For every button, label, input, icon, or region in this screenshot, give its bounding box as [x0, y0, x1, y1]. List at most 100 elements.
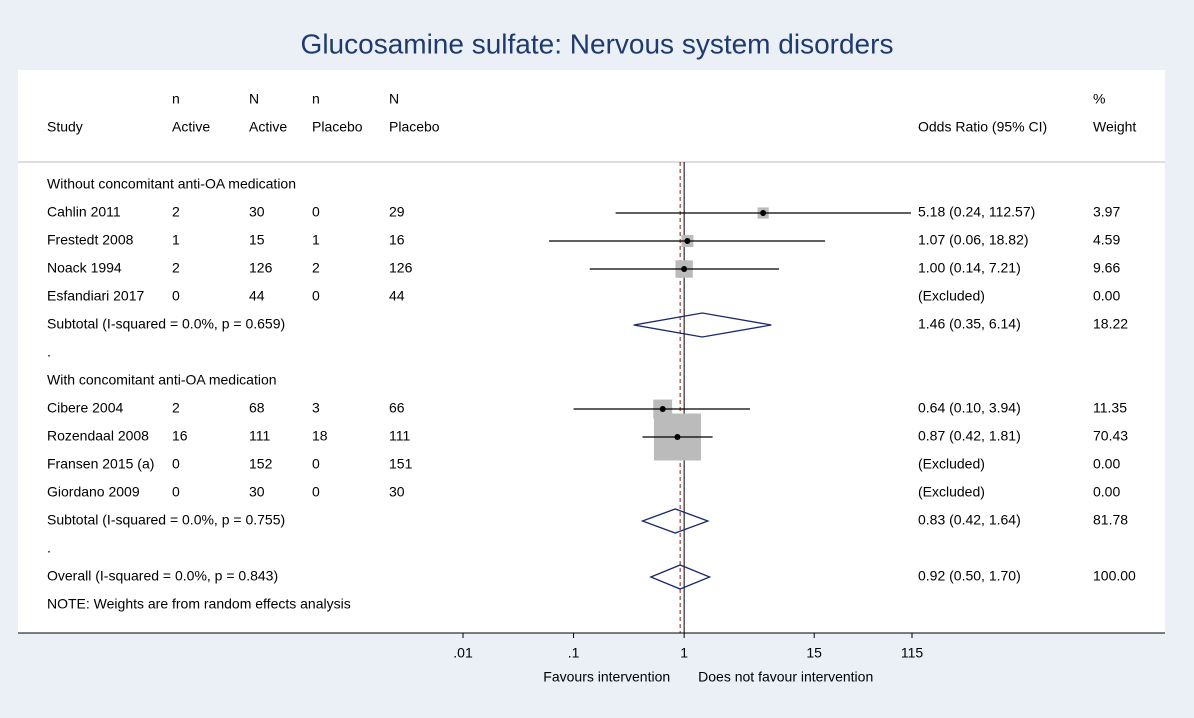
point-estimate — [684, 238, 691, 244]
count-cell: 30 — [249, 484, 265, 500]
count-cell: 16 — [389, 232, 405, 248]
column-header: N — [249, 91, 259, 107]
count-cell: 16 — [172, 428, 188, 444]
count-cell: 44 — [249, 288, 265, 304]
point-estimate — [659, 406, 666, 412]
ci-label: 1.00 (0.14, 7.21) — [918, 260, 1021, 276]
column-header: Study — [47, 119, 83, 135]
ci-label: 1.46 (0.35, 6.14) — [918, 316, 1021, 332]
weight-label: 9.66 — [1093, 260, 1120, 276]
ci-label: (Excluded) — [918, 288, 985, 304]
row-label: Esfandiari 2017 — [47, 288, 145, 304]
column-header: n — [172, 91, 180, 107]
weight-label: 70.43 — [1093, 428, 1128, 444]
weight-label: 4.59 — [1093, 232, 1120, 248]
count-cell: 111 — [249, 428, 270, 444]
ci-label: 1.07 (0.06, 18.82) — [918, 232, 1029, 248]
ci-label: (Excluded) — [918, 484, 985, 500]
row-label: With concomitant anti-OA medication — [47, 372, 277, 388]
x-tick-label: .1 — [568, 645, 580, 661]
column-header: Placebo — [389, 119, 440, 135]
count-cell: 30 — [249, 204, 265, 220]
count-cell: 15 — [249, 232, 265, 248]
weight-label: 81.78 — [1093, 512, 1128, 528]
x-tick-label: 1 — [680, 645, 688, 661]
ci-label: 0.64 (0.10, 3.94) — [918, 400, 1021, 416]
count-cell: 0 — [312, 288, 320, 304]
ci-label: 0.92 (0.50, 1.70) — [918, 568, 1021, 584]
x-tick-label: 15 — [806, 645, 822, 661]
row-label: Overall (I-squared = 0.0%, p = 0.843) — [47, 568, 278, 584]
column-header: Active — [172, 119, 210, 135]
weight-label: 0.00 — [1093, 288, 1120, 304]
row-label: . — [47, 344, 51, 360]
ci-label: 0.87 (0.42, 1.81) — [918, 428, 1021, 444]
count-cell: 18 — [312, 428, 328, 444]
count-cell: 152 — [249, 456, 273, 472]
count-cell: 111 — [389, 428, 410, 444]
row-label: Frestedt 2008 — [47, 232, 134, 248]
column-header: Active — [249, 119, 287, 135]
count-cell: 1 — [172, 232, 180, 248]
weight-label: 18.22 — [1093, 316, 1128, 332]
count-cell: 151 — [389, 456, 413, 472]
x-tick-label: 115 — [901, 645, 924, 661]
count-cell: 0 — [172, 456, 180, 472]
row-label: . — [47, 540, 51, 556]
count-cell: 44 — [389, 288, 405, 304]
row-label: Rozendaal 2008 — [47, 428, 149, 444]
plot-panel — [18, 70, 1165, 633]
row-label: Subtotal (I-squared = 0.0%, p = 0.755) — [47, 512, 285, 528]
row-label: Cahlin 2011 — [47, 204, 121, 220]
chart-title: Glucosamine sulfate: Nervous system diso… — [301, 28, 894, 59]
count-cell: 2 — [172, 400, 180, 416]
count-cell: 30 — [389, 484, 405, 500]
x-tick-label: .01 — [453, 645, 473, 661]
row-label: Giordano 2009 — [47, 484, 140, 500]
row-label: Subtotal (I-squared = 0.0%, p = 0.659) — [47, 316, 285, 332]
point-estimate — [674, 434, 681, 440]
column-header: n — [312, 91, 320, 107]
count-cell: 29 — [389, 204, 405, 220]
weight-label: 0.00 — [1093, 456, 1120, 472]
count-cell: 3 — [312, 400, 320, 416]
row-label: Without concomitant anti-OA medication — [47, 176, 296, 192]
count-cell: 0 — [312, 484, 320, 500]
row-label: Fransen 2015 (a) — [47, 456, 154, 472]
column-header: Odds Ratio (95% CI) — [918, 119, 1047, 135]
ci-label: 0.83 (0.42, 1.64) — [918, 512, 1021, 528]
count-cell: 66 — [389, 400, 405, 416]
row-label: NOTE: Weights are from random effects an… — [47, 596, 351, 612]
count-cell: 2 — [312, 260, 320, 276]
count-cell: 126 — [249, 260, 273, 276]
count-cell: 0 — [312, 456, 320, 472]
count-cell: 1 — [312, 232, 320, 248]
point-estimate — [681, 266, 688, 272]
count-cell: 0 — [172, 484, 180, 500]
pooled-diamond — [633, 312, 772, 338]
column-header: N — [389, 91, 399, 107]
weight-label: 100.00 — [1093, 568, 1136, 584]
column-header: Weight — [1093, 119, 1136, 135]
row-label: Noack 1994 — [47, 260, 122, 276]
count-cell: 0 — [312, 204, 320, 220]
ci-label: (Excluded) — [918, 456, 985, 472]
column-header: Placebo — [312, 119, 363, 135]
ci-label: 5.18 (0.24, 112.57) — [918, 204, 1035, 220]
weight-label: 11.35 — [1093, 400, 1127, 416]
x-label-right: Does not favour intervention — [698, 669, 873, 685]
pooled-diamond — [640, 508, 710, 534]
point-estimate — [760, 210, 767, 216]
count-cell: 2 — [172, 204, 180, 220]
pooled-diamond — [649, 564, 712, 590]
count-cell: 126 — [389, 260, 413, 276]
count-cell: 68 — [249, 400, 265, 416]
count-cell: 2 — [172, 260, 180, 276]
x-label-left: Favours intervention — [543, 669, 670, 685]
weight-label: 0.00 — [1093, 484, 1120, 500]
column-header: % — [1093, 91, 1105, 107]
row-label: Cibere 2004 — [47, 400, 123, 416]
count-cell: 0 — [172, 288, 180, 304]
weight-label: 3.97 — [1093, 204, 1120, 220]
